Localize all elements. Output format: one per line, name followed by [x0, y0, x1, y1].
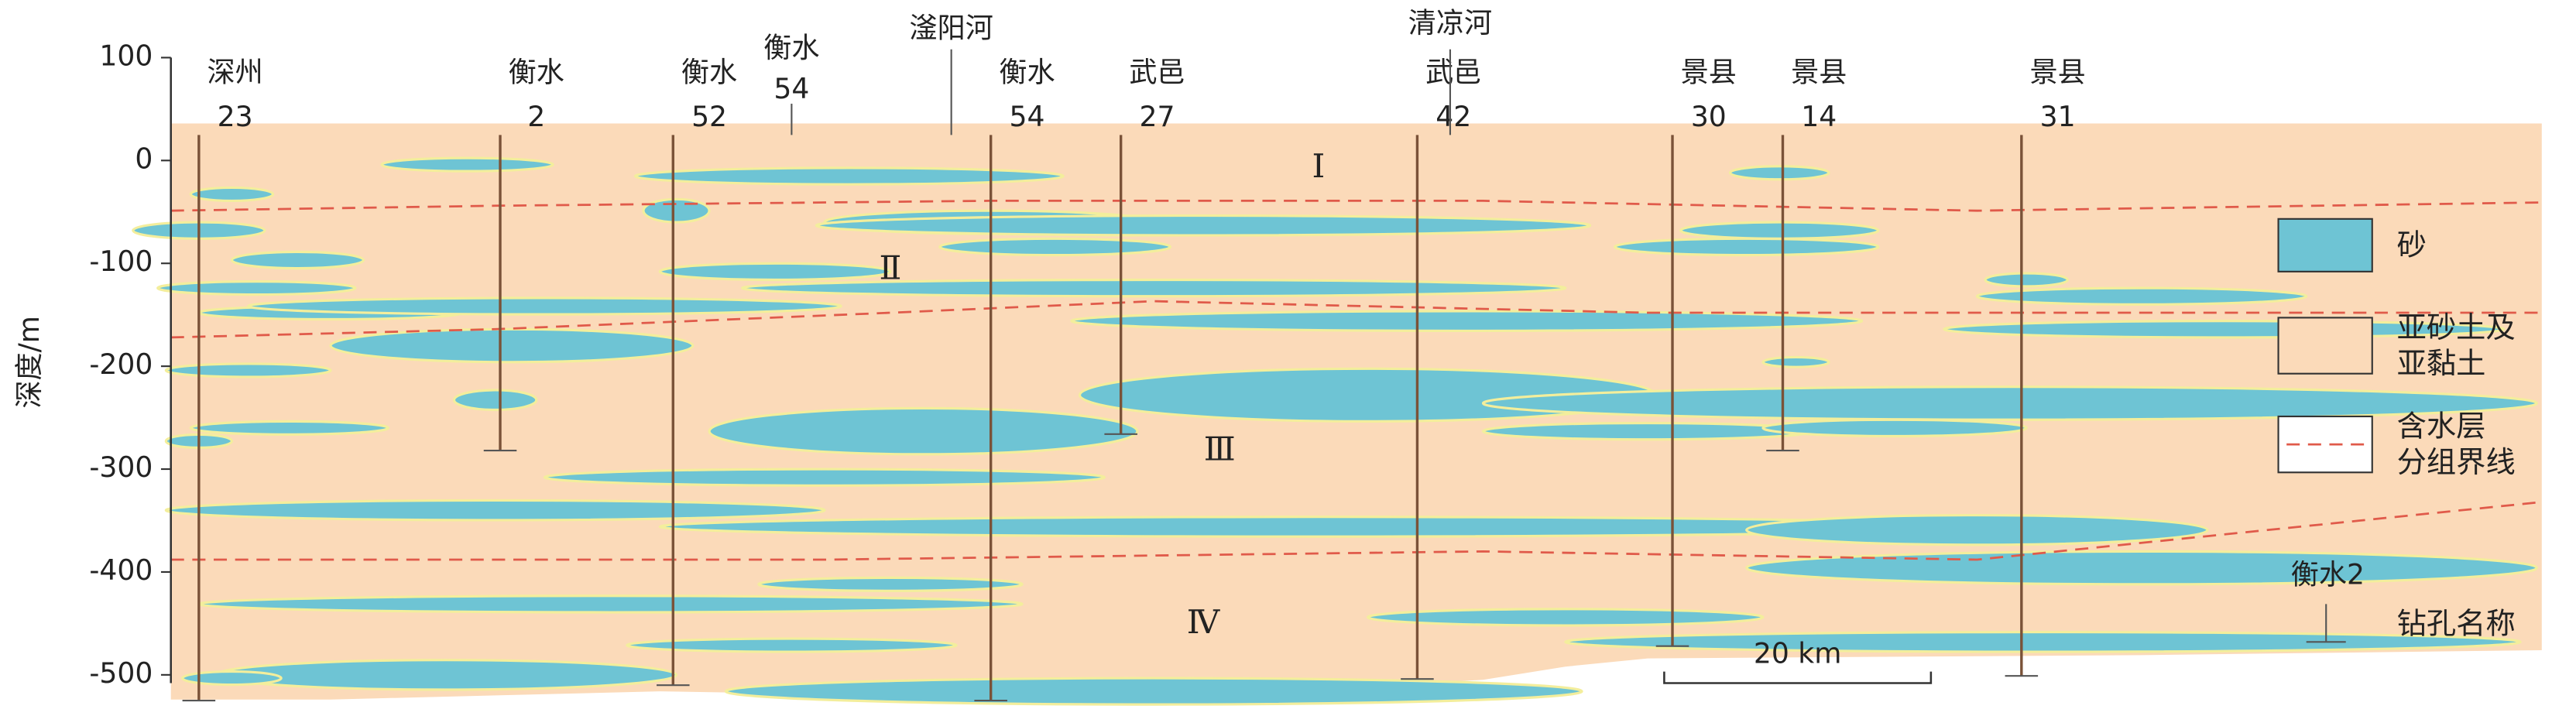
y-tick-label: 0 [135, 142, 153, 175]
borehole-name: 武邑 [1425, 56, 1481, 89]
sand-lens [230, 250, 365, 270]
legend-label: 亚砂土及 [2397, 310, 2516, 345]
sand-lens [633, 166, 1065, 186]
sand-lens [164, 362, 332, 379]
borehole-number: 23 [218, 100, 253, 133]
sand-lens [1984, 272, 2069, 288]
sand-lens [189, 420, 389, 436]
marker-name: 衡水 [763, 31, 819, 64]
sand-lens [1728, 165, 1830, 181]
borehole-number: 14 [1801, 100, 1837, 133]
borehole-number: 27 [1139, 100, 1175, 133]
group-boundary [170, 300, 2542, 339]
sand-lens [1481, 385, 2538, 421]
sand-lens [247, 296, 842, 316]
borehole-name: 武邑 [1129, 56, 1185, 89]
borehole-name: 衡水 [509, 56, 564, 89]
borehole-name: 深州 [208, 56, 263, 89]
legend-label: 钻孔名称 [2397, 607, 2516, 642]
borehole-number: 54 [1009, 100, 1044, 133]
borehole-name: 景县 [1681, 56, 1737, 89]
sand-lens [708, 406, 1139, 456]
marker-name: 滏阳河 [909, 11, 993, 44]
group-boundary [170, 501, 2542, 561]
sand-lens [626, 637, 958, 653]
sand-lens [1761, 355, 1830, 368]
sand-lens [938, 237, 1172, 257]
sand-lens [1975, 286, 2308, 306]
legend-symbol: 衡水2 [2291, 557, 2365, 591]
borehole-number: 42 [1435, 100, 1471, 133]
sand-lens [1745, 550, 2538, 586]
y-tick-label: -500 [89, 656, 153, 690]
aquifer-group-label: Ⅳ [1187, 605, 1221, 641]
sand-lens [1070, 310, 1864, 333]
legend-sand [2277, 218, 2373, 272]
sand-lens [1614, 237, 1880, 257]
y-tick-label: -200 [89, 348, 153, 381]
aquifer-group-label: Ⅰ [1312, 149, 1325, 185]
sand-lens [189, 186, 275, 203]
sand-lens [740, 278, 1567, 298]
legend-clay [2277, 317, 2373, 375]
sand-lens [658, 262, 892, 282]
y-tick-label: 100 [99, 39, 153, 72]
marker-number: 54 [773, 72, 809, 105]
y-tick-label: -100 [89, 245, 153, 278]
legend-label: 含水层 [2397, 409, 2486, 444]
sand-lens [815, 214, 1592, 237]
sand-lens [543, 468, 1106, 487]
sand-lens [214, 659, 678, 691]
legend-label: 分组界线 [2397, 445, 2516, 480]
borehole-number: 31 [2040, 100, 2076, 133]
marker-name: 清凉河 [1408, 6, 1492, 39]
aquifer-group-label: Ⅲ [1204, 432, 1236, 468]
y-tick-label: -300 [89, 450, 153, 484]
borehole-number: 52 [691, 100, 727, 133]
borehole-number: 2 [527, 100, 545, 133]
borehole-name: 衡水 [999, 56, 1055, 89]
sand-lens [724, 677, 1583, 706]
legend-label: 砂 [2397, 228, 2427, 262]
borehole-number: 30 [1691, 100, 1727, 133]
legend-borehole-symbol [2306, 604, 2346, 643]
sand-lens [642, 197, 711, 224]
sand-lens [181, 670, 283, 687]
borehole-name: 景县 [2029, 56, 2085, 89]
sand-lens [1564, 630, 2522, 653]
aquifer-group-label: Ⅱ [880, 251, 902, 287]
scale-label: 20 km [1754, 636, 1842, 670]
sand-lens [1367, 608, 1765, 627]
section-body [132, 123, 2542, 706]
scale-bar [1663, 671, 1933, 684]
sand-lens [452, 389, 538, 412]
borehole-name: 衡水 [681, 56, 737, 89]
sand-lens [380, 156, 554, 173]
sand-lens [197, 594, 1024, 614]
sand-lens [1761, 418, 2028, 438]
borehole-name: 景县 [1791, 56, 1847, 89]
sand-lens [156, 280, 357, 296]
axis-label: 深度/m [12, 316, 46, 409]
legend-label: 亚黏土 [2397, 347, 2486, 382]
sand-lens [164, 498, 826, 522]
sand-lens [1481, 421, 1814, 441]
sand-lens [757, 576, 1024, 592]
sand-lens [1745, 513, 2209, 546]
sand-lens [1679, 221, 1880, 240]
sand-lens [329, 327, 695, 364]
y-tick-label: -400 [89, 553, 153, 587]
